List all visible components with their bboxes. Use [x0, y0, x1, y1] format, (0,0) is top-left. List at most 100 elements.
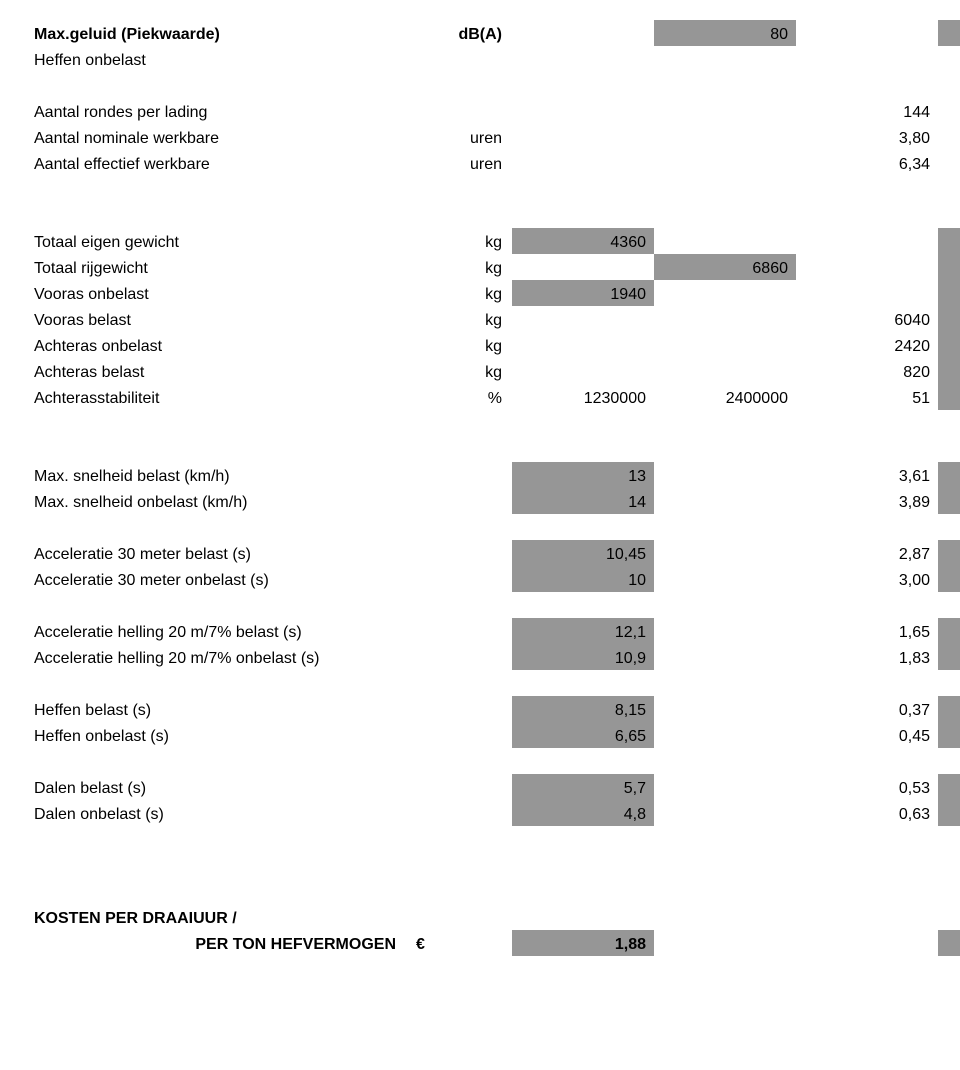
spacer-row: [30, 878, 960, 904]
unit-achteras-bel: kg: [408, 358, 512, 384]
value-snel-onb-3: 3,89: [796, 488, 938, 514]
value-vooras-bel: 6040: [796, 306, 938, 332]
label-hell-onb: Acceleratie helling 20 m/7% onbelast (s): [30, 644, 408, 670]
value-acc30-onb-1: 10: [512, 566, 654, 592]
value-dal-onb-1: 4,8: [512, 800, 654, 826]
label-acc30-onb: Acceleratie 30 meter onbelast (s): [30, 566, 408, 592]
value-dal-bel-3: 0,53: [796, 774, 938, 800]
label-max-geluid: Max.geluid (Piekwaarde): [30, 20, 408, 46]
label-kosten-2: PER TON HEFVERMOGEN: [30, 930, 408, 956]
value-eigen: 4360: [512, 228, 654, 254]
label-dal-bel: Dalen belast (s): [30, 774, 408, 800]
value-hell-bel-1: 12,1: [512, 618, 654, 644]
label-stab: Achterasstabiliteit: [30, 384, 408, 410]
data-table: Max.geluid (Piekwaarde) dB(A) 80 Heffen …: [30, 20, 960, 956]
spacer-row: [30, 592, 960, 618]
row-snelheid-belast: Max. snelheid belast (km/h) 13 3,61: [30, 462, 960, 488]
label-hef-bel: Heffen belast (s): [30, 696, 408, 722]
row-max-geluid: Max.geluid (Piekwaarde) dB(A) 80: [30, 20, 960, 46]
unit-vooras-bel: kg: [408, 306, 512, 332]
row-heffen-onbelast-s: Heffen onbelast (s) 6,65 0,45: [30, 722, 960, 748]
unit-stab: %: [408, 384, 512, 410]
value-hell-onb-1: 10,9: [512, 644, 654, 670]
value-stab-2: 2400000: [654, 384, 796, 410]
row-helling-onbelast: Acceleratie helling 20 m/7% onbelast (s)…: [30, 644, 960, 670]
row-dalen-onbelast: Dalen onbelast (s) 4,8 0,63: [30, 800, 960, 826]
row-achteras-onbelast: Achteras onbelast kg 2420: [30, 332, 960, 358]
unit-rij: kg: [408, 254, 512, 280]
value-snel-bel-1: 13: [512, 462, 654, 488]
unit-effectief: uren: [408, 150, 512, 176]
row-rijgewicht: Totaal rijgewicht kg 6860: [30, 254, 960, 280]
row-stabiliteit: Achterasstabiliteit % 1230000 2400000 51: [30, 384, 960, 410]
value-vooras-onb: 1940: [512, 280, 654, 306]
cell-empty: [512, 20, 654, 46]
row-helling-belast: Acceleratie helling 20 m/7% belast (s) 1…: [30, 618, 960, 644]
unit-eigen: kg: [408, 228, 512, 254]
value-rondes: 144: [796, 98, 938, 124]
row-rondes: Aantal rondes per lading 144: [30, 98, 960, 124]
spacer-row: [30, 176, 960, 228]
row-snelheid-onbelast: Max. snelheid onbelast (km/h) 14 3,89: [30, 488, 960, 514]
spacer-row: [30, 826, 960, 878]
value-achteras-bel: 820: [796, 358, 938, 384]
row-eigen-gewicht: Totaal eigen gewicht kg 4360: [30, 228, 960, 254]
value-rij: 6860: [654, 254, 796, 280]
row-dalen-belast: Dalen belast (s) 5,7 0,53: [30, 774, 960, 800]
row-kosten-2: PER TON HEFVERMOGEN € 1,88: [30, 930, 960, 956]
label-effectief: Aantal effectief werkbare: [30, 150, 408, 176]
spacer-row: [30, 410, 960, 462]
row-vooras-onbelast: Vooras onbelast kg 1940: [30, 280, 960, 306]
row-heffen-belast: Heffen belast (s) 8,15 0,37: [30, 696, 960, 722]
value-stab-1: 1230000: [512, 384, 654, 410]
value-effectief: 6,34: [796, 150, 938, 176]
value-snel-onb-1: 14: [512, 488, 654, 514]
spacer-row: [30, 514, 960, 540]
value-hell-onb-3: 1,83: [796, 644, 938, 670]
label-rij: Totaal rijgewicht: [30, 254, 408, 280]
row-kosten-1: KOSTEN PER DRAAIUUR /: [30, 904, 960, 930]
label-eigen: Totaal eigen gewicht: [30, 228, 408, 254]
label-kosten-1: KOSTEN PER DRAAIUUR /: [30, 904, 408, 930]
label-nominale: Aantal nominale werkbare: [30, 124, 408, 150]
label-hef-onb: Heffen onbelast (s): [30, 722, 408, 748]
label-achteras-onb: Achteras onbelast: [30, 332, 408, 358]
label-achteras-bel: Achteras belast: [30, 358, 408, 384]
value-kosten: 1,88: [512, 930, 654, 956]
label-snel-bel: Max. snelheid belast (km/h): [30, 462, 408, 488]
unit-vooras-onb: kg: [408, 280, 512, 306]
label-hell-bel: Acceleratie helling 20 m/7% belast (s): [30, 618, 408, 644]
label-dal-onb: Dalen onbelast (s): [30, 800, 408, 826]
value-acc30-bel-1: 10,45: [512, 540, 654, 566]
value-hef-bel-3: 0,37: [796, 696, 938, 722]
row-heffen-onbelast: Heffen onbelast: [30, 46, 960, 72]
value-dal-bel-1: 5,7: [512, 774, 654, 800]
value-hef-bel-1: 8,15: [512, 696, 654, 722]
spacer-row: [30, 748, 960, 774]
cell-empty: [796, 20, 938, 46]
row-achteras-belast: Achteras belast kg 820: [30, 358, 960, 384]
spacer-row: [30, 72, 960, 98]
value-snel-bel-3: 3,61: [796, 462, 938, 488]
row-acc30-onbelast: Acceleratie 30 meter onbelast (s) 10 3,0…: [30, 566, 960, 592]
label-heffen-onbelast: Heffen onbelast: [30, 46, 408, 72]
value-acc30-bel-3: 2,87: [796, 540, 938, 566]
row-vooras-belast: Vooras belast kg 6040: [30, 306, 960, 332]
row-nominale: Aantal nominale werkbare uren 3,80: [30, 124, 960, 150]
label-rondes: Aantal rondes per lading: [30, 98, 408, 124]
row-effectief: Aantal effectief werkbare uren 6,34: [30, 150, 960, 176]
value-achteras-onb: 2420: [796, 332, 938, 358]
label-vooras-onb: Vooras onbelast: [30, 280, 408, 306]
value-hef-onb-1: 6,65: [512, 722, 654, 748]
unit-max-geluid: dB(A): [408, 20, 512, 46]
cell-right-shade: [938, 20, 960, 46]
value-hef-onb-3: 0,45: [796, 722, 938, 748]
value-dal-onb-3: 0,63: [796, 800, 938, 826]
value-hell-bel-3: 1,65: [796, 618, 938, 644]
unit-kosten: €: [408, 930, 512, 956]
unit-achteras-onb: kg: [408, 332, 512, 358]
unit-nominale: uren: [408, 124, 512, 150]
label-acc30-bel: Acceleratie 30 meter belast (s): [30, 540, 408, 566]
value-nominale: 3,80: [796, 124, 938, 150]
value-acc30-onb-3: 3,00: [796, 566, 938, 592]
